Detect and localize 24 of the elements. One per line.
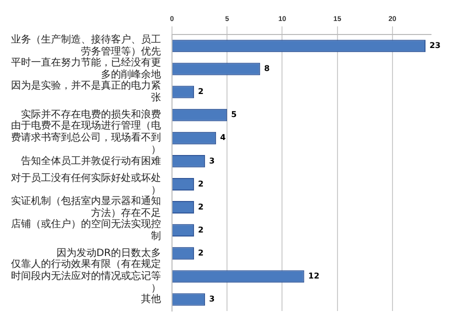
data-label: 2	[198, 87, 204, 96]
y-tick-label: 业务（生产制造、接待客户、员工劳务管理等）优先	[11, 34, 161, 58]
data-label: 23	[429, 41, 441, 50]
data-label: 12	[308, 272, 320, 281]
y-tick-label: 因为发动DR的日数太多	[56, 246, 161, 259]
y-tick-label: 实际并不存在电费的损失和浪费	[21, 108, 161, 121]
data-label: 2	[198, 225, 204, 234]
y-tick-label: 店铺（或住户）的空间无法实现控制	[11, 218, 161, 242]
y-tick-label: 对于员工没有任何实际好处或坏处）	[11, 172, 161, 196]
y-tick-label: 因为是实验，并不是真正的电力紧张	[11, 80, 161, 104]
y-tick-label: 仅靠人的行动效果有限（有在规定时间段内无法应对的情况或忘记等）	[11, 258, 161, 294]
data-label: 4	[220, 133, 226, 142]
y-tick-label: 其他	[141, 293, 161, 306]
y-tick-label: 告知全体员工并敦促行动有困难	[21, 154, 161, 167]
data-label: 3	[209, 294, 215, 304]
data-label: 3	[209, 156, 215, 166]
data-label: 8	[264, 64, 270, 74]
y-tick-label: 由于电费不是在现场进行管理（电费请求书寄到总公司，现场看不到）	[11, 120, 161, 156]
data-label: 2	[198, 248, 204, 258]
data-label: 2	[198, 202, 204, 212]
data-label: 5	[231, 110, 238, 120]
y-tick-label: 平时一直在努力节能，已经没有更多的削峰余地	[11, 56, 161, 81]
y-tick-label: 实证机制（包括室内显示器和通知方法）存在不足	[11, 194, 161, 219]
data-label: 2	[198, 179, 204, 188]
